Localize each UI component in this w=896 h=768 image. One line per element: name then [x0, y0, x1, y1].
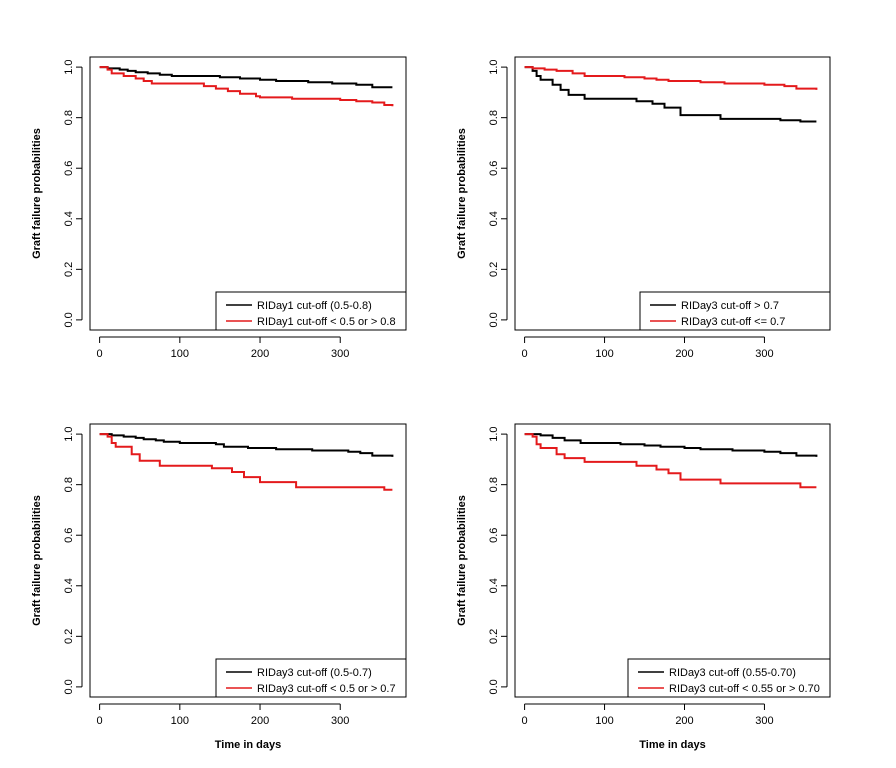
legend-label-2: RIDay3 cut-off < 0.55 or > 0.70: [669, 683, 820, 695]
x-tick-label: 100: [595, 348, 613, 360]
y-tick-label: 0.2: [63, 629, 75, 644]
series-line-2: [99, 433, 393, 491]
x-tick-label: 100: [595, 715, 613, 727]
series-line-2: [524, 433, 817, 489]
plot-frame: [514, 56, 831, 331]
y-tick-label: 0.0: [63, 679, 75, 694]
y-tick-label: 0.4: [63, 578, 75, 593]
chart-panel-2: 0 100 200 300 0.0 0.2 0.4 0.6 0.8 1.0 Graft failur…: [456, 56, 831, 360]
chart-panel-3: 0 100 200 300 0.0 0.2 0.4 0.6 0.8 1.0 Graft failur…: [31, 423, 407, 751]
x-tick-label: 0: [522, 348, 528, 360]
legend-box: [215, 658, 407, 698]
legend-label-2: RIDay3 cut-off < 0.5 or > 0.7: [257, 683, 396, 695]
series-line-1: [524, 66, 817, 123]
legend: RIDay1 cut-off (0.5-0.8) RIDay1 cut-off <…: [215, 291, 407, 331]
y-tick-label: 0.2: [488, 629, 500, 644]
y-tick-label: 1.0: [488, 59, 500, 74]
y-axis-title: Graft failure probabilities: [31, 495, 43, 626]
y-tick-label: 0.2: [63, 262, 75, 277]
y-tick-label: 0.8: [488, 110, 500, 125]
y-tick-label: 1.0: [63, 426, 75, 441]
y-tick-label: 0.6: [63, 528, 75, 543]
x-tick-label: 0: [522, 715, 528, 727]
x-tick-label: 200: [675, 715, 693, 727]
plot-frame: [89, 56, 407, 331]
x-tick-label: 300: [755, 715, 773, 727]
x-tick-label: 300: [755, 348, 773, 360]
x-tick-label: 200: [251, 715, 269, 727]
y-tick-label: 1.0: [488, 426, 500, 441]
y-tick-label: 0.4: [63, 211, 75, 226]
plot-frame: [514, 423, 831, 698]
y-tick-label: 0.6: [488, 528, 500, 543]
y-tick-label: 0.4: [488, 211, 500, 226]
x-tick-label: 0: [97, 715, 103, 727]
y-tick-label: 1.0: [63, 59, 75, 74]
x-tick-label: 200: [675, 348, 693, 360]
legend: RIDay3 cut-off (0.55-0.70) RIDay3 cut-off…: [627, 658, 831, 698]
y-axis-title: Graft failure probabilities: [456, 495, 468, 626]
x-tick-label: 0: [97, 348, 103, 360]
chart-panel-1: 0 100 200 300 0.0 0.2 0.4 0.6 0.8 1.0 Graft failur…: [31, 56, 407, 360]
legend-box: [627, 658, 831, 698]
legend-box: [639, 291, 831, 331]
series-line-2: [524, 66, 818, 90]
x-tick-label: 200: [251, 348, 269, 360]
legend-label-2: RIDay1 cut-off < 0.5 or > 0.8: [257, 316, 396, 328]
legend: RIDay3 cut-off > 0.7 RIDay3 cut-off <= 0.…: [639, 291, 831, 331]
y-tick-label: 0.8: [63, 110, 75, 125]
chart-panel-4: 0 100 200 300 0.0 0.2 0.4 0.6 0.8 1.0 Graft failur…: [456, 423, 831, 751]
legend-box: [215, 291, 407, 331]
legend-label-1: RIDay3 cut-off (0.55-0.70): [669, 667, 796, 679]
x-tick-label: 100: [171, 348, 189, 360]
series-line-1: [99, 433, 394, 457]
y-tick-label: 0.8: [488, 477, 500, 492]
x-axis-title: Time in days: [639, 739, 705, 751]
series-line-1: [524, 433, 818, 457]
legend-label-1: RIDay3 cut-off (0.5-0.7): [257, 667, 372, 679]
plot-frame: [89, 423, 407, 698]
x-axis-title: Time in days: [215, 739, 281, 751]
y-axis-title: Graft failure probabilities: [31, 128, 43, 259]
x-tick-label: 300: [331, 348, 349, 360]
y-tick-label: 0.2: [488, 262, 500, 277]
y-tick-label: 0.4: [488, 578, 500, 593]
y-tick-label: 0.0: [488, 312, 500, 327]
y-tick-label: 0.8: [63, 477, 75, 492]
y-tick-label: 0.0: [63, 312, 75, 327]
series-line-1: [99, 66, 393, 89]
y-tick-label: 0.6: [63, 161, 75, 176]
series-line-2: [99, 66, 394, 107]
y-tick-label: 0.0: [488, 679, 500, 694]
legend-label-1: RIDay1 cut-off (0.5-0.8): [257, 300, 372, 312]
y-tick-label: 0.6: [488, 161, 500, 176]
legend-label-1: RIDay3 cut-off > 0.7: [681, 300, 779, 312]
legend: RIDay3 cut-off (0.5-0.7) RIDay3 cut-off <…: [215, 658, 407, 698]
x-tick-label: 100: [171, 715, 189, 727]
y-axis-title: Graft failure probabilities: [456, 128, 468, 259]
x-tick-label: 300: [331, 715, 349, 727]
legend-label-2: RIDay3 cut-off <= 0.7: [681, 316, 785, 328]
